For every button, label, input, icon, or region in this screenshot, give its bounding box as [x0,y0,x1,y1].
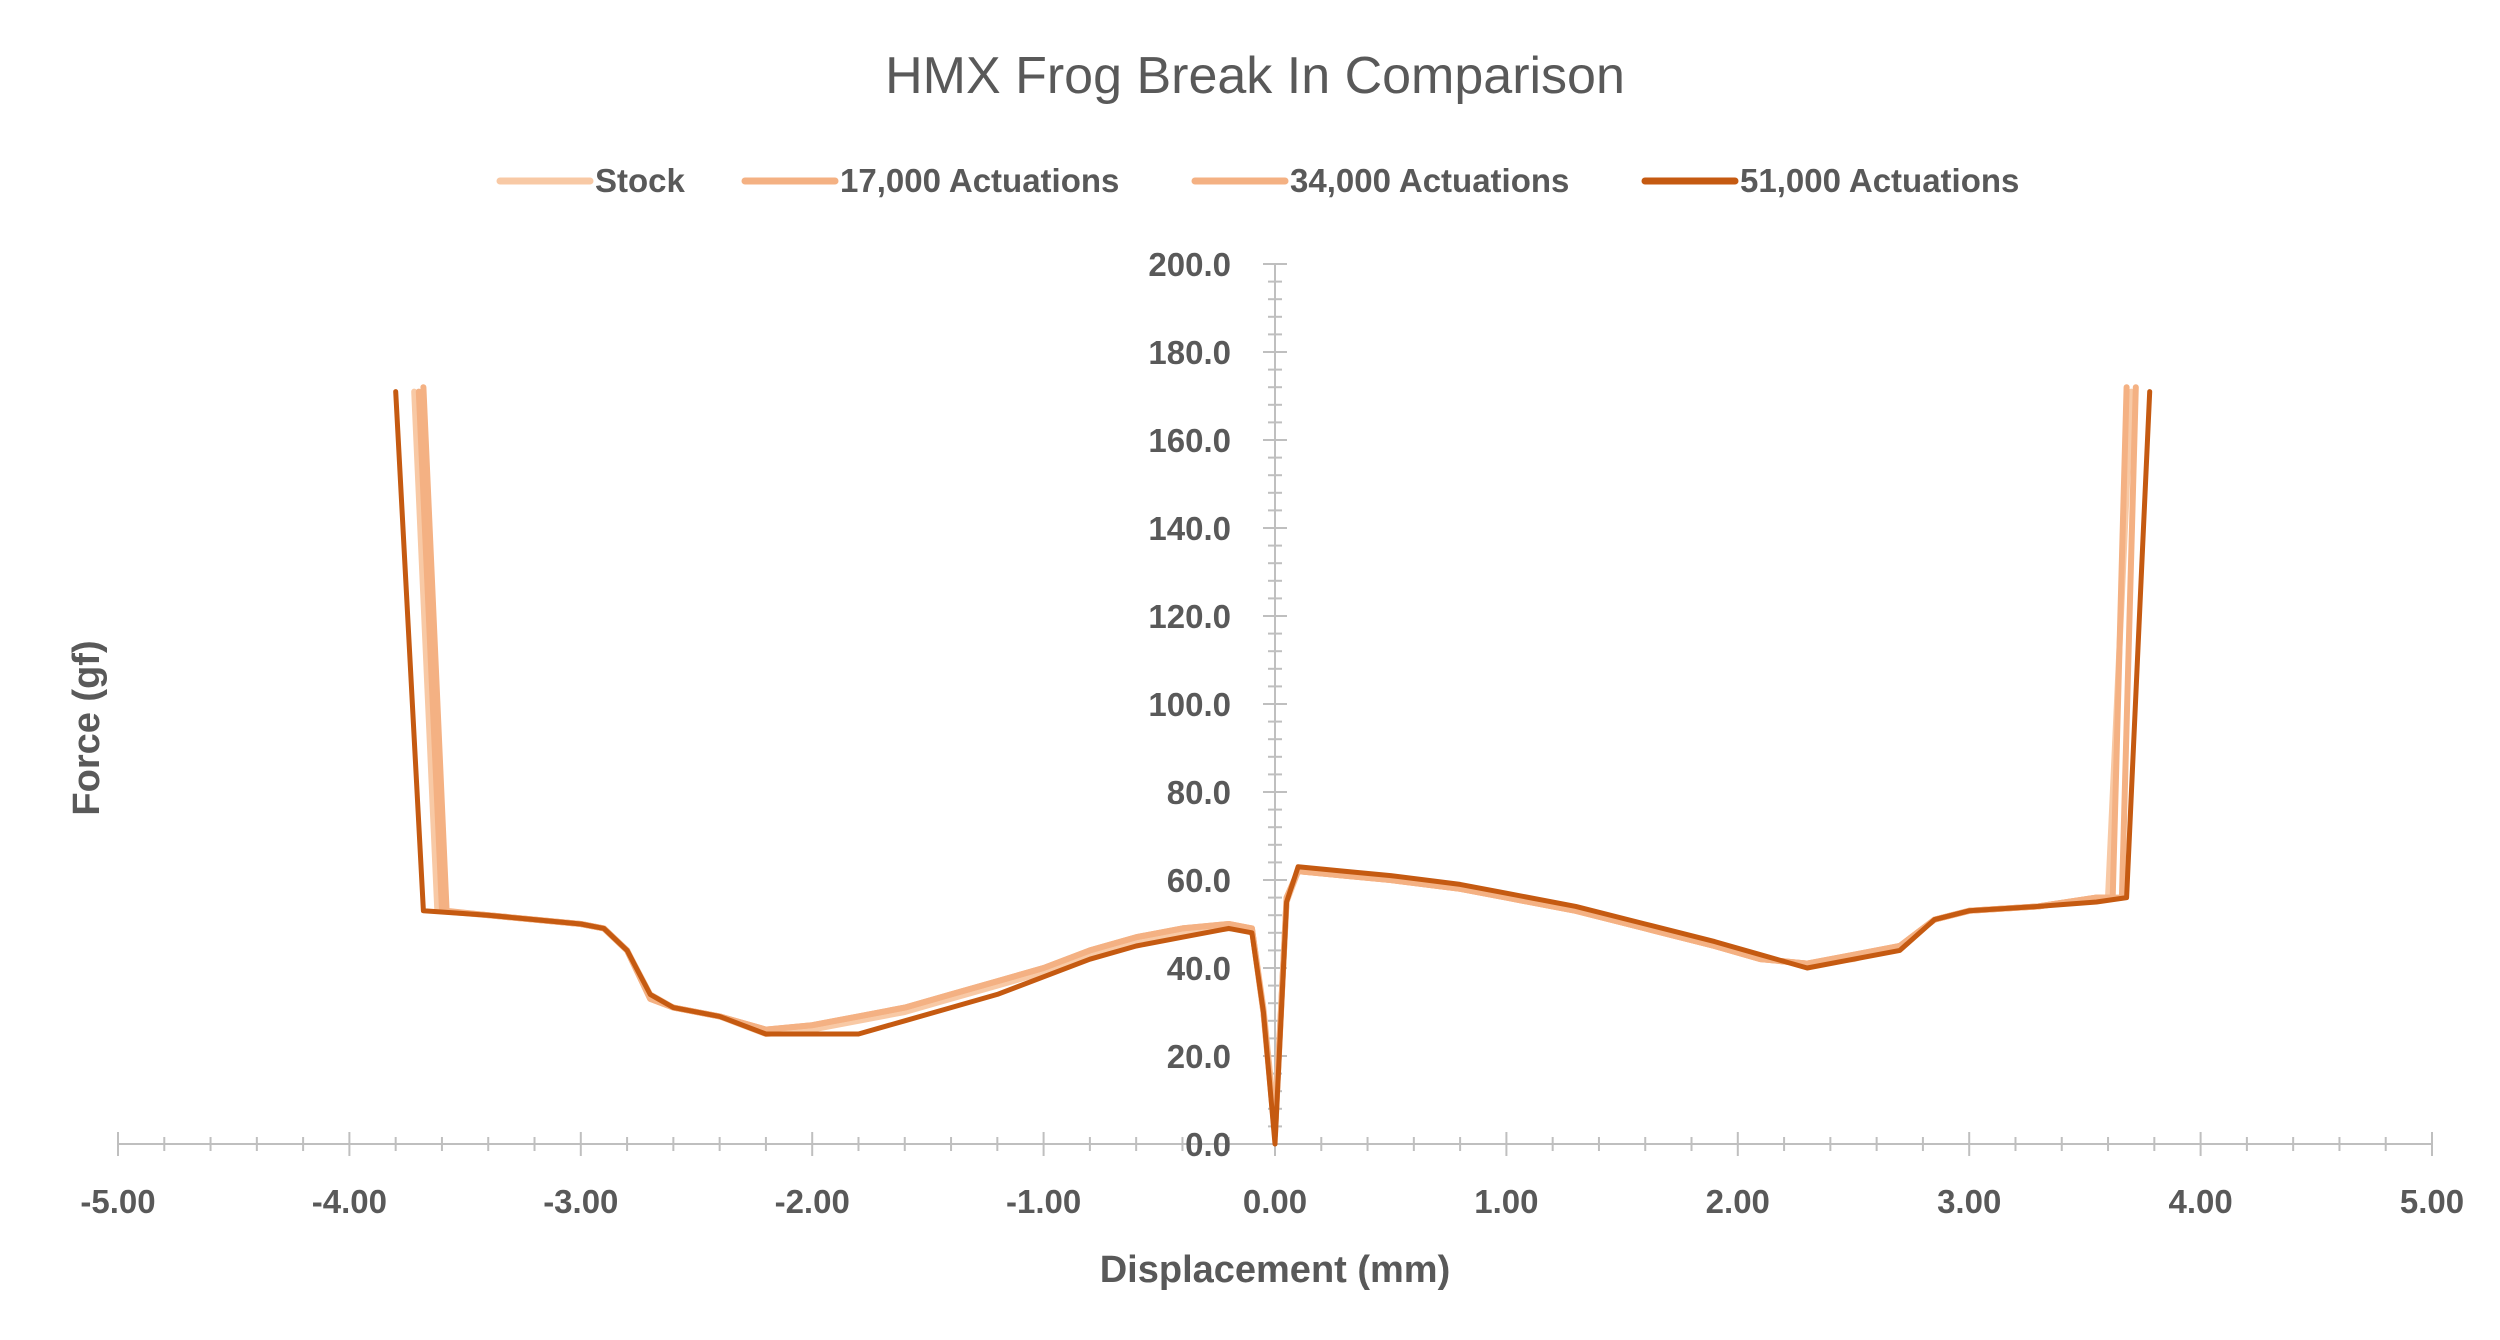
y-tick-label: 80.0 [1167,774,1231,811]
x-tick-label: -2.00 [775,1183,850,1220]
series-line-4 [393,389,2153,1147]
legend-item-1: Stock [496,162,686,199]
series-lines [393,384,2153,1147]
y-axis: 0.0 20.0 40.0 60.0 80.0 100.0 120.0 140.0 160.0 1… [1148,246,1287,1163]
y-tick-label: 0.0 [1185,1126,1231,1163]
y-tick-label: 100.0 [1148,686,1231,723]
legend-item-4: 51,000 Actuations [1641,162,2019,199]
x-tick-label: 2.00 [1706,1183,1770,1220]
y-tick-label: 140.0 [1148,510,1231,547]
x-tick-label: -4.00 [312,1183,387,1220]
legend-label: Stock [595,162,686,199]
legend-label: 34,000 Actuations [1290,162,1569,199]
x-tick-label: 4.00 [2168,1183,2232,1220]
legend: Stock 17,000 Actuations 34,000 Actuations 5… [496,162,2019,199]
x-tick-label: -5.00 [80,1183,155,1220]
y-axis-title: Force (gf) [66,640,108,815]
chart-title: HMX Frog Break In Comparison [885,47,1625,105]
y-tick-label: 120.0 [1148,598,1231,635]
plot-area: -5.00 -4.00 -3.00 -2.00 -1.00 0.00 1.00 2.00 3.0… [80,246,2464,1220]
legend-item-3: 34,000 Actuations [1191,162,1569,199]
y-tick-label: 180.0 [1148,334,1231,371]
x-tick-label: -1.00 [1006,1183,1081,1220]
y-tick-label: 60.0 [1167,862,1231,899]
x-tick-label: 0.00 [1243,1183,1307,1220]
y-tick-label: 200.0 [1148,246,1231,283]
y-tick-label: 20.0 [1167,1038,1231,1075]
y-tick-label: 160.0 [1148,422,1231,459]
legend-label: 51,000 Actuations [1740,162,2019,199]
x-tick-label: 1.00 [1474,1183,1538,1220]
y-tick-label: 40.0 [1167,950,1231,987]
x-tick-label: 3.00 [1937,1183,2001,1220]
legend-label: 17,000 Actuations [840,162,1119,199]
x-axis: -5.00 -4.00 -3.00 -2.00 -1.00 0.00 1.00 2.00 3.0… [80,1132,2464,1220]
series-line-3 [415,384,2139,1139]
legend-item-2: 17,000 Actuations [741,162,1119,199]
x-axis-title: Displacement (mm) [1100,1249,1451,1291]
x-tick-label: 5.00 [2400,1183,2464,1220]
x-tick-label: -3.00 [543,1183,618,1220]
